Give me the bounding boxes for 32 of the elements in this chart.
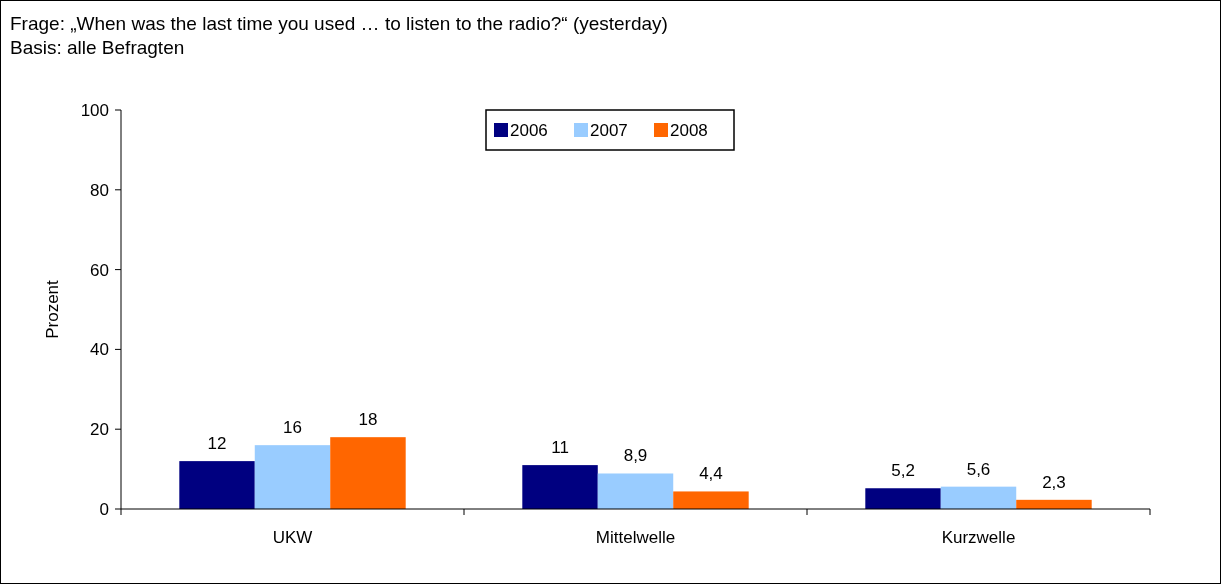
bar bbox=[597, 473, 674, 509]
x-tick-label: Kurzwelle bbox=[941, 528, 1016, 547]
chart-subtitle: Basis: alle Befragten bbox=[10, 37, 185, 58]
data-label: 18 bbox=[358, 410, 378, 430]
data-label: 5,6 bbox=[966, 459, 991, 479]
legend-label: 2007 bbox=[590, 121, 628, 140]
data-label: 16 bbox=[283, 418, 302, 438]
data-label: 2,3 bbox=[1042, 472, 1066, 492]
bar bbox=[179, 461, 255, 509]
y-tick-label: 100 bbox=[80, 101, 109, 120]
data-label: 11 bbox=[551, 438, 569, 458]
y-tick-label: 80 bbox=[90, 180, 109, 200]
x-tick-label: UKW bbox=[272, 528, 313, 547]
chart-title: Frage: „When was the last time you used … to listen to the radio?“ (yesterday) bbox=[10, 13, 668, 34]
bar bbox=[254, 445, 331, 509]
data-label: 5,2 bbox=[891, 461, 915, 481]
legend-label: 2008 bbox=[670, 121, 708, 140]
bar bbox=[522, 465, 598, 509]
y-tick-label: 0 bbox=[99, 500, 109, 519]
data-label: 8,9 bbox=[623, 446, 648, 466]
legend-label: 2006 bbox=[510, 121, 548, 140]
bar bbox=[330, 437, 406, 509]
data-label: 12 bbox=[207, 434, 227, 454]
bar bbox=[673, 491, 749, 509]
bar bbox=[865, 488, 941, 509]
y-tick-label: 20 bbox=[90, 420, 109, 440]
y-axis-title: Prozent bbox=[43, 279, 62, 339]
y-tick-label: 40 bbox=[90, 340, 109, 360]
bar bbox=[940, 486, 1017, 509]
y-tick-label: 60 bbox=[90, 260, 109, 280]
x-tick-label: Mittelwelle bbox=[595, 528, 676, 547]
data-label: 4,4 bbox=[699, 464, 723, 484]
